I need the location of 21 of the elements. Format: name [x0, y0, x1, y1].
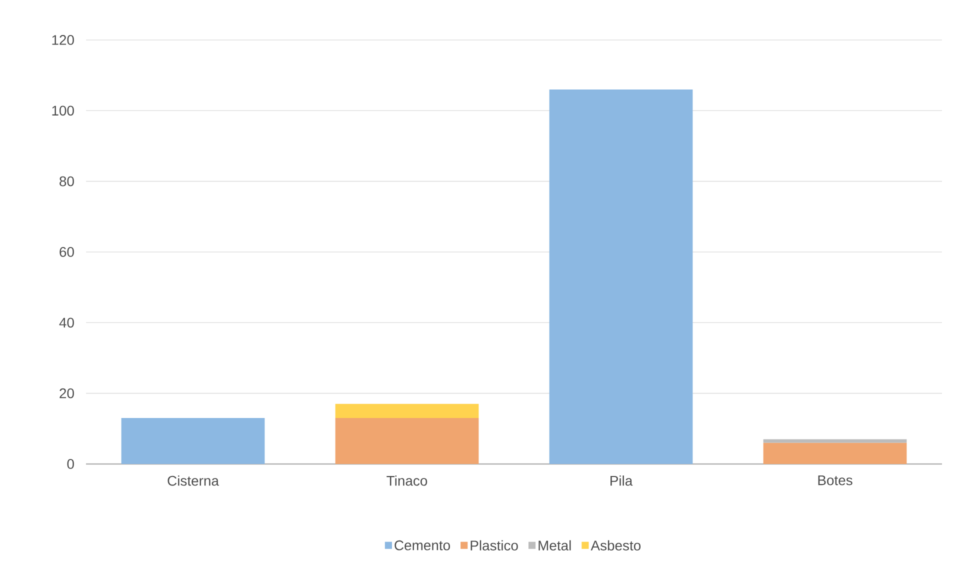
legend-label: Plastico — [470, 540, 518, 550]
legend-label: Cemento — [394, 540, 450, 550]
bar — [763, 439, 907, 443]
y-tick-label: 40 — [59, 318, 74, 328]
x-tick-label: Pila — [610, 476, 633, 486]
y-tick-label: 0 — [67, 459, 74, 469]
y-tick-label: 60 — [60, 247, 74, 257]
bar — [763, 442, 907, 464]
x-tick-label: Tinaco — [386, 476, 428, 486]
bar — [121, 418, 265, 464]
bar — [549, 89, 693, 464]
y-tick-label: 80 — [60, 176, 74, 186]
x-tick-label: Cisterna — [168, 476, 219, 486]
legend-label: Asbesto — [590, 540, 641, 550]
legend-label: Metal — [538, 540, 571, 550]
bar — [335, 404, 479, 418]
y-tick-label: 100 — [52, 106, 74, 116]
y-tick-label: 20 — [60, 388, 74, 398]
y-tick-label: 120 — [52, 35, 74, 45]
x-tick-label: Botes — [818, 476, 852, 486]
bar — [335, 418, 479, 464]
